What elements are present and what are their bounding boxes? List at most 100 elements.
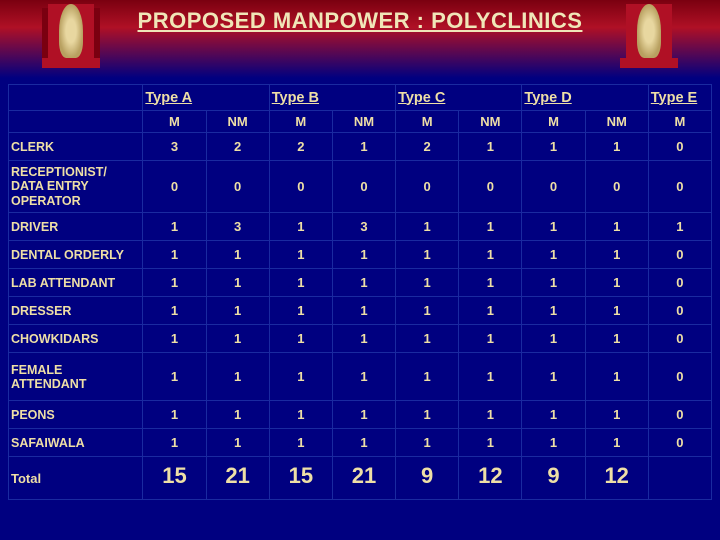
- sub-header: M: [269, 111, 332, 133]
- cell: 1: [269, 213, 332, 241]
- cell: 1: [459, 297, 522, 325]
- cell: 1: [522, 325, 585, 353]
- total-cell: 9: [396, 457, 459, 500]
- type-header: Type B: [269, 85, 395, 111]
- cell: 1: [332, 133, 395, 161]
- cell: 1: [585, 213, 648, 241]
- table-row: CLERK322121110: [9, 133, 712, 161]
- cell: 1: [269, 429, 332, 457]
- row-label: CHOWKIDARS: [9, 325, 143, 353]
- cell: 1: [522, 297, 585, 325]
- cell: 0: [648, 269, 711, 297]
- cell: 1: [143, 297, 206, 325]
- row-label: CLERK: [9, 133, 143, 161]
- cell: 0: [648, 133, 711, 161]
- cell: 1: [332, 241, 395, 269]
- cell: 1: [585, 133, 648, 161]
- cell: 1: [522, 269, 585, 297]
- total-label: Total: [9, 457, 143, 500]
- subheader-blank: [9, 111, 143, 133]
- cell: 1: [585, 353, 648, 401]
- page-title: PROPOSED MANPOWER : POLYCLINICS: [138, 8, 583, 34]
- cell: 0: [396, 161, 459, 213]
- cell: 1: [396, 241, 459, 269]
- header-blank: [9, 85, 143, 111]
- type-header: Type E: [648, 85, 711, 111]
- cell: 0: [648, 353, 711, 401]
- table-header-types: Type A Type B Type C Type D Type E: [9, 85, 712, 111]
- cell: 1: [459, 429, 522, 457]
- cell: 1: [396, 297, 459, 325]
- cell: 1: [269, 241, 332, 269]
- table-row: PEONS111111110: [9, 401, 712, 429]
- cell: 1: [585, 325, 648, 353]
- cell: 0: [648, 297, 711, 325]
- cell: 0: [143, 161, 206, 213]
- cell: 1: [332, 297, 395, 325]
- row-label: SAFAIWALA: [9, 429, 143, 457]
- row-label: LAB ATTENDANT: [9, 269, 143, 297]
- row-label: FEMALE ATTENDANT: [9, 353, 143, 401]
- cell: 0: [269, 161, 332, 213]
- cell: 1: [143, 269, 206, 297]
- cell: 1: [648, 213, 711, 241]
- manpower-table: Type A Type B Type C Type D Type E M NM …: [8, 84, 712, 500]
- cell: 1: [396, 401, 459, 429]
- cell: 1: [459, 213, 522, 241]
- crest-right-icon: [626, 4, 672, 64]
- cell: 1: [585, 297, 648, 325]
- table-row: SAFAIWALA111111110: [9, 429, 712, 457]
- cell: 0: [648, 401, 711, 429]
- total-cell: 12: [459, 457, 522, 500]
- cell: 1: [143, 353, 206, 401]
- cell: 1: [585, 241, 648, 269]
- table-row: DRIVER131311111: [9, 213, 712, 241]
- cell: 1: [332, 353, 395, 401]
- cell: 1: [269, 401, 332, 429]
- cell: 1: [206, 297, 269, 325]
- cell: 1: [459, 353, 522, 401]
- sub-header: M: [522, 111, 585, 133]
- cell: 2: [396, 133, 459, 161]
- cell: 1: [459, 133, 522, 161]
- cell: 1: [396, 325, 459, 353]
- crest-left-icon: [48, 4, 94, 64]
- cell: 3: [332, 213, 395, 241]
- cell: 0: [585, 161, 648, 213]
- cell: 1: [269, 269, 332, 297]
- cell: 1: [522, 353, 585, 401]
- cell: 1: [206, 353, 269, 401]
- sub-header: NM: [206, 111, 269, 133]
- cell: 3: [143, 133, 206, 161]
- cell: 1: [143, 241, 206, 269]
- table-row: FEMALE ATTENDANT111111110: [9, 353, 712, 401]
- sub-header: NM: [459, 111, 522, 133]
- cell: 1: [522, 401, 585, 429]
- sub-header: M: [648, 111, 711, 133]
- total-cell: 15: [143, 457, 206, 500]
- sub-header: M: [143, 111, 206, 133]
- row-label: RECEPTIONIST/ DATA ENTRY OPERATOR: [9, 161, 143, 213]
- total-cell: 21: [332, 457, 395, 500]
- cell: 1: [396, 353, 459, 401]
- total-cell: 21: [206, 457, 269, 500]
- cell: 1: [459, 269, 522, 297]
- cell: 1: [332, 401, 395, 429]
- sub-header: NM: [332, 111, 395, 133]
- table-row: DENTAL ORDERLY111111110: [9, 241, 712, 269]
- cell: 0: [206, 161, 269, 213]
- type-header: Type C: [396, 85, 522, 111]
- header-band: PROPOSED MANPOWER : POLYCLINICS: [0, 0, 720, 78]
- cell: 1: [269, 297, 332, 325]
- cell: 1: [459, 325, 522, 353]
- cell: 1: [522, 133, 585, 161]
- row-label: DRIVER: [9, 213, 143, 241]
- cell: 1: [396, 213, 459, 241]
- cell: 0: [648, 161, 711, 213]
- cell: 1: [332, 325, 395, 353]
- cell: 1: [522, 429, 585, 457]
- cell: 1: [143, 213, 206, 241]
- cell: 0: [522, 161, 585, 213]
- cell: 0: [648, 429, 711, 457]
- cell: 1: [522, 241, 585, 269]
